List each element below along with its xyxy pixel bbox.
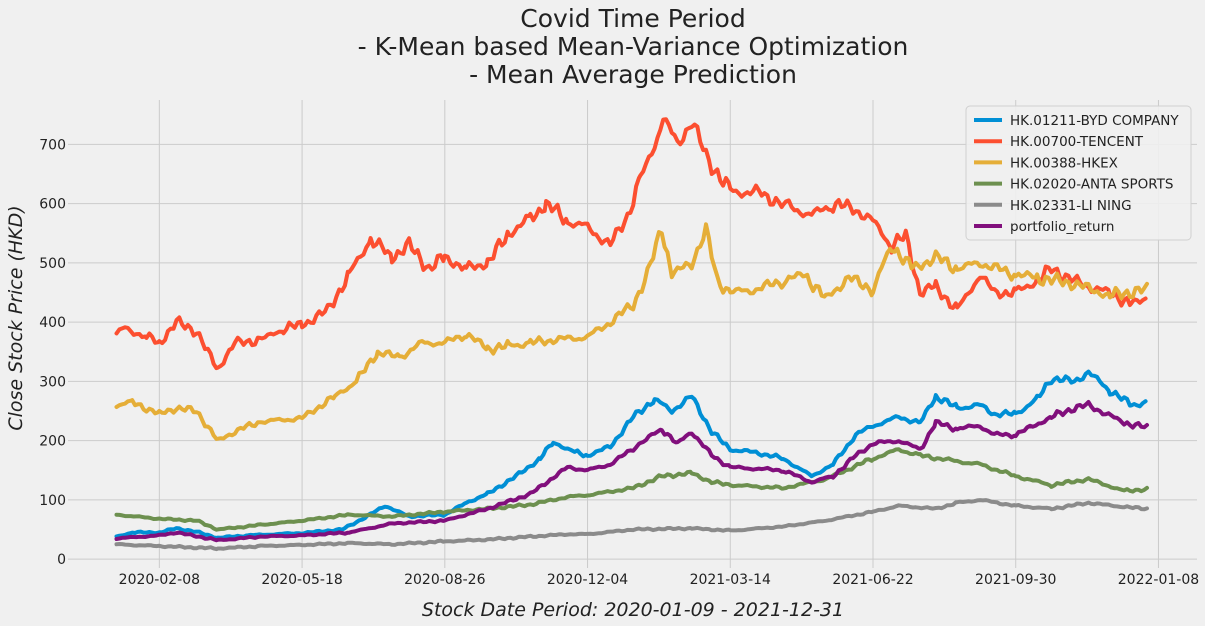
y-tick-label: 100 <box>39 493 66 509</box>
x-tick-label: 2021-09-30 <box>975 572 1056 588</box>
x-tick-label: 2020-05-18 <box>261 572 342 588</box>
grid <box>68 100 1197 568</box>
x-tick-label: 2020-08-26 <box>404 572 485 588</box>
x-tick-label: 2022-01-08 <box>1118 572 1199 588</box>
chart-title: Covid Time Period- K-Mean based Mean-Var… <box>358 4 909 89</box>
legend-label: HK.00388-HKEX <box>1010 155 1118 171</box>
series-line-6 <box>114 400 1149 543</box>
series-line-5 <box>114 498 1149 552</box>
legend-label: HK.02020-ANTA SPORTS <box>1010 177 1173 193</box>
y-tick-label: 200 <box>39 434 66 450</box>
y-tick-label: 600 <box>39 197 66 213</box>
chart-title-line-3: - Mean Average Prediction <box>469 60 797 89</box>
y-tick-label: 700 <box>39 137 66 153</box>
series-line-3 <box>114 222 1149 441</box>
legend-label: HK.02331-LI NING <box>1010 198 1132 214</box>
chart-title-line-1: Covid Time Period <box>520 4 745 33</box>
x-tick-label: 2021-06-22 <box>832 572 913 588</box>
legend: HK.01211-BYD COMPANY HK.00700-TENCENT HK.0… <box>965 105 1192 241</box>
series-line-2 <box>114 117 1148 371</box>
series-lines <box>114 117 1149 552</box>
y-axis-ticks: 0 100 200 300 400 500 600 700 <box>39 137 66 568</box>
series-line-1 <box>114 369 1148 540</box>
y-axis-label: Close Stock Price (HKD) <box>5 205 27 430</box>
legend-label: HK.00700-TENCENT <box>1010 134 1144 150</box>
x-tick-label: 2020-12-04 <box>547 572 628 588</box>
y-tick-label: 500 <box>39 256 66 272</box>
legend-box <box>965 105 1192 241</box>
legend-label: portfolio_return <box>1010 219 1114 235</box>
x-axis-ticks: 2020-02-08 2020-05-18 2020-08-26 2020-12-04… <box>119 572 1199 588</box>
y-tick-label: 0 <box>57 552 66 568</box>
x-tick-label: 2021-03-14 <box>690 572 771 588</box>
y-tick-label: 400 <box>39 315 66 331</box>
x-axis-label: Stock Date Period: 2020-01-09 - 2021-12-… <box>422 599 844 621</box>
legend-label: HK.01211-BYD COMPANY <box>1010 113 1179 129</box>
chart-title-line-2: - K-Mean based Mean-Variance Optimizatio… <box>358 32 909 61</box>
x-tick-label: 2020-02-08 <box>119 572 200 588</box>
y-tick-label: 300 <box>39 374 66 390</box>
series-line-4 <box>114 447 1149 532</box>
